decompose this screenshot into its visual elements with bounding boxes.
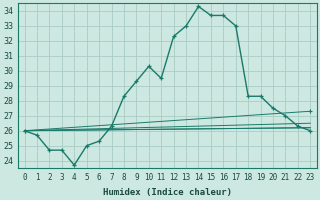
X-axis label: Humidex (Indice chaleur): Humidex (Indice chaleur) — [103, 188, 232, 197]
